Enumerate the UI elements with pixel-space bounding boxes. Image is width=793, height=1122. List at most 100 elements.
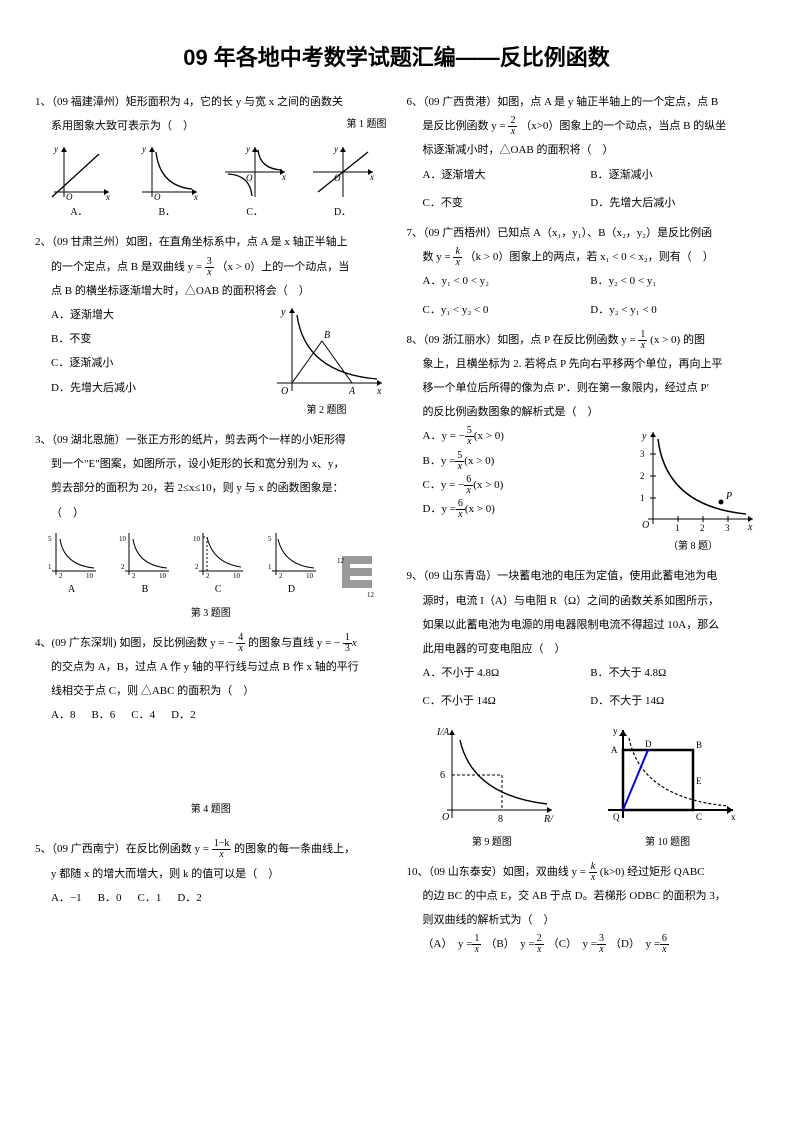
q7-opt-d: D．y₂ < y₁ < 0 [590, 298, 758, 322]
q2-figlabel: 第 2 题图 [267, 400, 387, 422]
svg-text:2: 2 [206, 572, 210, 579]
q10b1: （B） y = [485, 938, 534, 950]
q8-text: 8、（09 浙江丽水）如图，点 P 在反比例函数 y = [407, 334, 636, 346]
svg-text:O: O [442, 812, 449, 823]
right-column: 6、（09 广西贵港）如图，点 A 是 y 轴正半轴上的一个定点，点 B 是反比… [407, 90, 759, 962]
svg-text:2: 2 [195, 563, 199, 571]
q1-opt-a: A． [70, 202, 87, 224]
q4-mid: 的图象与直线 y = − [248, 637, 340, 649]
q8b3: x [455, 462, 464, 472]
q10-fd: x [589, 873, 597, 883]
q8a3: x [465, 437, 474, 447]
svg-text:1: 1 [675, 523, 680, 533]
q6-line3: 标逐渐减小时，△OAB 的面积将（ ） [407, 138, 759, 162]
svg-text:6: 6 [440, 770, 445, 781]
svg-text:y: y [280, 307, 286, 318]
q1-line2: 系用图象大致可表示为（ ） [35, 114, 194, 138]
q4-opt-b: B．6 [91, 703, 115, 727]
q7-opt-c: C．y₁ < y₂ < 0 [423, 298, 591, 322]
q2-text: 2、（09 甘肃兰州）如图，在直角坐标系中，点 A 是 x 轴正半轴上 [35, 230, 387, 254]
q4-line3: 线相交于点 C，则 △ABC 的面积为（ ） [35, 679, 387, 703]
svg-text:y: y [613, 726, 618, 736]
q6-line2a: 是反比例函数 y = [423, 120, 506, 132]
svg-text:x: x [747, 522, 753, 533]
svg-text:2: 2 [132, 572, 136, 579]
q4-opt-c: C．4 [131, 703, 155, 727]
svg-text:10: 10 [233, 572, 241, 579]
q6-opt-b: B．逐渐减小 [590, 163, 758, 187]
svg-text:C: C [696, 812, 702, 822]
svg-text:x: x [105, 192, 110, 202]
svg-text:y: y [245, 144, 250, 154]
q6-opt-d: D．先增大后减小 [590, 191, 758, 215]
svg-text:x: x [369, 172, 374, 182]
q9-figlabel: 第 9 题图 [422, 832, 562, 854]
svg-text:B: B [696, 740, 702, 750]
q1-graph-c: y x O [220, 142, 290, 202]
q10d3: x [660, 945, 669, 955]
q2-frac-d: x [205, 268, 214, 278]
q8d1: D．y = [423, 503, 456, 515]
q8-graph: y x O 3 2 1 1 2 3 P [628, 424, 758, 534]
svg-text:y: y [641, 431, 647, 442]
svg-text:10: 10 [193, 535, 201, 543]
q10-graph: y x A B C D E Q [593, 720, 743, 830]
svg-text:Q: Q [613, 812, 620, 822]
q8-line2: 象上，且横坐标为 2. 若将点 P 先向右平移两个单位，再向上平 [407, 352, 759, 376]
q8a4: (x > 0) [474, 430, 504, 442]
svg-text:5: 5 [268, 535, 272, 543]
q2-opt-c: C．逐渐减小 [35, 351, 267, 375]
question-4: 4、(09 广东深圳) 如图，反比例函数 y = − 4x 的图象与直线 y =… [35, 631, 387, 822]
q8b1: B．y = [423, 455, 456, 467]
q3-text: 3、（09 湖北恩施）一张正方形的纸片，剪去两个一样的小矩形得 [35, 428, 387, 452]
svg-text:y: y [333, 144, 338, 154]
svg-text:1: 1 [48, 563, 52, 571]
q8b2: 5 [455, 451, 464, 462]
question-1: 1、（09 福建漳州）矩形面积为 4，它的长 y 与宽 x 之间的函数关 系用图… [35, 90, 387, 224]
q5-opt-a: A．−1 [51, 886, 82, 910]
q10c3: x [597, 945, 606, 955]
q3-line3: 剪去部分的面积为 20，若 2≤x≤10，则 y 与 x 的函数图象是： [35, 476, 387, 500]
q1-opt-c: C． [246, 202, 263, 224]
q1-opt-b: B． [158, 202, 175, 224]
question-5: 5、（09 广西南宁）在反比例函数 y = 1−kx 的图象的每一条曲线上， y… [35, 837, 387, 910]
q6-fd: x [508, 127, 517, 137]
svg-text:x: x [193, 192, 198, 202]
q1-graph-b: y x O [132, 142, 202, 202]
q5-opt-c: C．1 [138, 886, 162, 910]
svg-text:12: 12 [367, 591, 375, 599]
question-6: 6、（09 广西贵港）如图，点 A 是 y 轴正半轴上的一个定点，点 B 是反比… [407, 90, 759, 215]
q9-opt-d: D．不大于 14Ω [590, 689, 758, 713]
q7-opt-a: A．y₁ < 0 < y₂ [423, 269, 591, 293]
q6-opt-c: C．不变 [423, 191, 591, 215]
q1-graph-a: y x O [44, 142, 114, 202]
svg-text:y: y [141, 144, 146, 154]
question-2: 2、（09 甘肃兰州）如图，在直角坐标系中，点 A 是 x 轴正半轴上 的一个定… [35, 230, 387, 422]
svg-text:2: 2 [700, 523, 705, 533]
q4-f2n: 1 [343, 633, 352, 644]
q7-line2a: 数 y = [423, 251, 451, 263]
svg-text:10: 10 [306, 572, 314, 579]
svg-text:E: E [696, 776, 702, 786]
svg-text:2: 2 [121, 563, 125, 571]
q4-tail: x [352, 637, 357, 649]
q4-line2: 的交点为 A，B，过点 A 作 y 轴的平行线与过点 B 作 x 轴的平行 [35, 655, 387, 679]
svg-text:O: O [281, 386, 288, 397]
svg-text:O: O [642, 520, 649, 531]
q8c3: x [464, 486, 473, 496]
question-9: 9、（09 山东青岛）一块蓄电池的电压为定值，使用此蓄电池为电 源时，电流 I（… [407, 564, 759, 853]
q10d1: （D） y = [610, 938, 660, 950]
q5-opt-b: B．0 [98, 886, 122, 910]
svg-text:B: B [324, 330, 330, 341]
q7-opt-b: B．y₂ < 0 < y₁ [590, 269, 758, 293]
q8c1: C．y = − [423, 479, 465, 491]
q8-line4: 的反比例函数图象的解析式是（ ） [407, 400, 759, 424]
q8d3: x [456, 510, 465, 520]
q3-opt-a: A [68, 579, 75, 601]
q7-fd: x [453, 258, 461, 268]
svg-text:2: 2 [59, 572, 63, 579]
question-3: 3、（09 湖北恩施）一张正方形的纸片，剪去两个一样的小矩形得 到一个"E"图案… [35, 428, 387, 625]
q8-figlabel: （第 8 题） [628, 536, 758, 558]
q4-text: 4、(09 广东深圳) 如图，反比例函数 y = − [35, 637, 233, 649]
question-8: 8、（09 浙江丽水）如图，点 P 在反比例函数 y = 1x (x > 0) … [407, 328, 759, 559]
